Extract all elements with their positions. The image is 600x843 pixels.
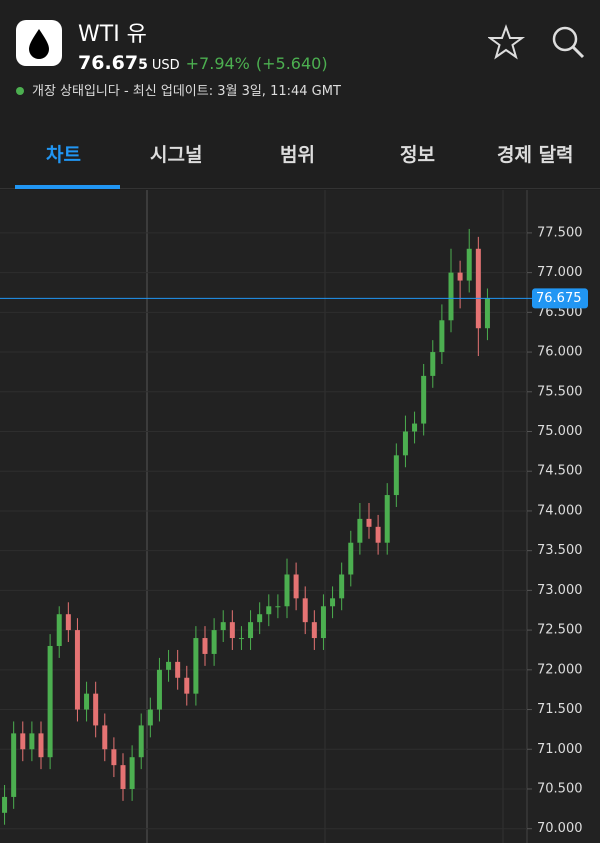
candle-body xyxy=(175,661,181,678)
candle-body xyxy=(220,622,226,631)
candle-body xyxy=(466,248,472,281)
candle-body xyxy=(102,725,108,750)
candle-body xyxy=(475,248,481,329)
candle-body xyxy=(202,638,208,654)
y-tick-label: 70.500 xyxy=(537,781,583,796)
candle-body xyxy=(484,298,490,329)
candle-body xyxy=(393,455,399,496)
candle-body xyxy=(339,574,345,599)
candle-body xyxy=(366,518,372,527)
app-icon xyxy=(16,20,62,66)
tab-indicator xyxy=(15,185,120,189)
candle-body xyxy=(29,733,35,750)
y-tick-label: 73.500 xyxy=(537,543,583,558)
candle-body xyxy=(266,606,272,615)
candle-body xyxy=(120,765,126,789)
currency: USD xyxy=(151,58,180,73)
candle-body xyxy=(439,320,445,353)
y-tick-label: 77.000 xyxy=(537,265,583,280)
candle-body xyxy=(248,622,254,639)
candle-body xyxy=(166,661,172,670)
market-status: 개장 상태입니다 - 최신 업데이트: 3월 3일, 11:44 GMT xyxy=(16,80,341,99)
candle-body xyxy=(402,431,408,456)
y-tick-label: 74.000 xyxy=(537,503,583,518)
candle-body xyxy=(20,733,26,750)
y-tick-label: 71.000 xyxy=(537,742,583,757)
star-button[interactable] xyxy=(488,24,528,64)
y-tick-label: 75.000 xyxy=(537,424,583,439)
candle-body xyxy=(38,733,44,758)
last-price-label: 76.675 xyxy=(536,291,582,306)
candle-body xyxy=(2,796,8,813)
y-tick-label: 73.000 xyxy=(537,583,583,598)
candle-body xyxy=(257,614,263,623)
candle-body xyxy=(293,574,299,599)
candle-body xyxy=(229,622,235,639)
y-tick-label: 72.000 xyxy=(537,662,583,677)
candle-body xyxy=(193,638,199,694)
candle-body xyxy=(147,709,153,726)
change: (+5.640) xyxy=(255,54,328,73)
candle-body xyxy=(412,423,418,432)
tab[interactable]: 차트 xyxy=(46,144,81,166)
candle-body xyxy=(74,630,80,710)
candle-body xyxy=(184,677,190,694)
tab[interactable]: 정보 xyxy=(400,144,435,166)
candle-body xyxy=(421,375,427,424)
candle-body xyxy=(384,495,390,543)
y-tick-label: 77.500 xyxy=(537,225,583,240)
candle-body xyxy=(138,725,144,758)
candle-body xyxy=(311,622,317,639)
y-tick-label: 75.500 xyxy=(537,384,583,399)
candle-body xyxy=(111,749,117,766)
instrument-title: WTI 유 xyxy=(78,22,147,47)
candle-body xyxy=(56,614,62,646)
candle-body xyxy=(330,598,336,607)
candle-body xyxy=(457,272,463,281)
chart-bg xyxy=(0,190,600,843)
change-pct: +7.94% xyxy=(185,54,250,73)
tab[interactable]: 시그널 xyxy=(150,144,203,166)
tab[interactable]: 경제 달력 xyxy=(497,144,574,166)
last-price-box xyxy=(532,288,588,309)
tab-bar: 차트 시그널 범위 정보 경제 달력 xyxy=(0,130,600,189)
status-text: 개장 상태입니다 - 최신 업데이트: 3월 3일, 11:44 GMT xyxy=(32,84,341,99)
candle-body xyxy=(357,518,363,543)
candle-body xyxy=(375,526,381,543)
y-tick-label: 70.000 xyxy=(537,821,583,836)
candle-body xyxy=(430,352,436,376)
candle-body xyxy=(320,606,326,639)
candle-body xyxy=(93,693,99,726)
search-button[interactable] xyxy=(550,24,590,64)
y-tick-label: 74.500 xyxy=(537,464,583,479)
candle-body xyxy=(156,669,162,710)
y-tick-label: 72.500 xyxy=(537,623,583,638)
tab[interactable]: 범위 xyxy=(280,144,315,166)
y-tick-label: 71.500 xyxy=(537,702,583,717)
candle-body xyxy=(348,542,354,575)
price-small: 5 xyxy=(138,57,148,73)
drop-icon xyxy=(29,29,49,59)
candle-body xyxy=(211,630,217,654)
candle-body xyxy=(47,645,53,758)
candle-body xyxy=(84,693,90,710)
candle-body xyxy=(302,598,308,623)
candle-body xyxy=(448,272,454,321)
price-main: 76.67 xyxy=(78,52,139,74)
y-tick-label: 76.000 xyxy=(537,345,583,360)
candle-body xyxy=(129,757,135,789)
y-tick-label: 76.500 xyxy=(537,305,583,320)
chart: 70.000 70.500 71.000 71.500 72.000 72.500 73.0… xyxy=(0,190,600,843)
candle-body xyxy=(65,614,71,631)
candle-body xyxy=(238,638,244,640)
price: 76.675 USD +7.94% (+5.640) xyxy=(78,52,328,74)
candle-body xyxy=(284,574,290,607)
candle-body xyxy=(11,733,17,797)
candle-body xyxy=(275,606,281,608)
